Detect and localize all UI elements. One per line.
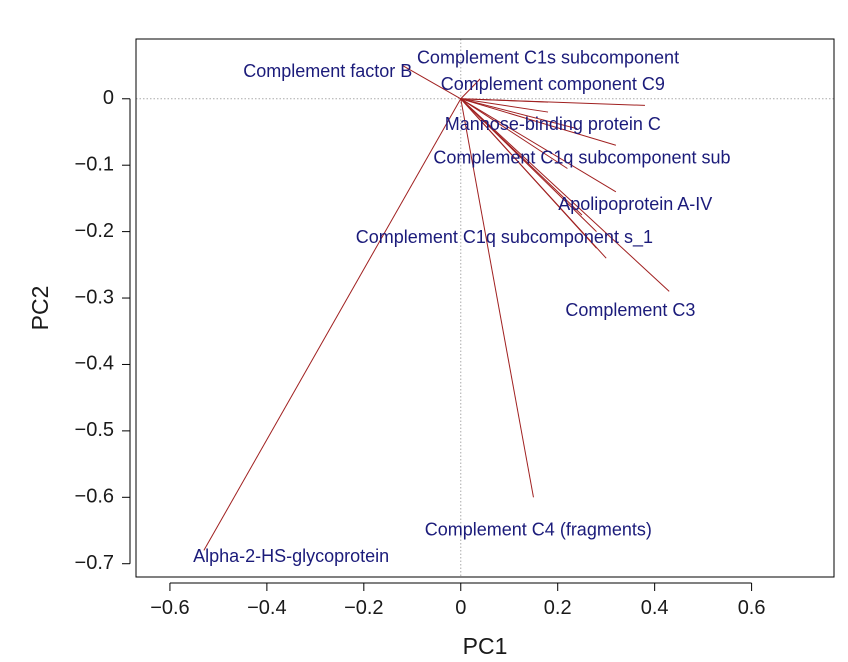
x-tick-label: −0.4 bbox=[247, 597, 286, 619]
x-tick-label: −0.6 bbox=[150, 597, 189, 619]
y-tick-label: −0.6 bbox=[75, 486, 114, 508]
y-tick-label: −0.5 bbox=[75, 419, 114, 441]
loading-vector-7 bbox=[460, 98, 670, 292]
loading-label-9: Alpha-2-HS-glycoprotein bbox=[193, 546, 389, 566]
x-tick-label: 0.2 bbox=[544, 597, 572, 619]
y-tick-label: −0.7 bbox=[75, 552, 114, 574]
x-tick-label: −0.2 bbox=[344, 597, 383, 619]
loading-label-7: Complement C3 bbox=[565, 300, 695, 320]
loading-label-3: Mannose-binding protein C bbox=[445, 114, 661, 134]
unlabeled-vector-2 bbox=[460, 98, 568, 169]
loading-label-8: Complement C4 (fragments) bbox=[425, 519, 652, 539]
y-axis-title: PC2 bbox=[27, 286, 53, 331]
loading-vector-0 bbox=[402, 65, 462, 100]
y-tick-label: −0.1 bbox=[75, 153, 114, 175]
loading-vector-5 bbox=[460, 98, 617, 193]
loading-vectors bbox=[203, 65, 670, 551]
loading-label-6: Complement C1q subcomponent s_1 bbox=[356, 227, 653, 248]
y-tick-label: −0.3 bbox=[75, 286, 114, 308]
y-tick-label: −0.4 bbox=[75, 353, 114, 375]
loading-label-4: Complement C1q subcomponent sub bbox=[433, 147, 730, 167]
unlabeled-vector-1 bbox=[460, 98, 578, 130]
x-axis-title: PC1 bbox=[463, 633, 508, 659]
y-tick-label: −0.2 bbox=[75, 220, 114, 242]
reference-lines bbox=[136, 39, 834, 577]
loading-label-1: Complement C1s subcomponent bbox=[417, 48, 679, 68]
unlabeled-vector-4 bbox=[460, 98, 597, 232]
axes: −0.6 −0.4 −0.2 0 0.2 0.4 0.6 0 −0.1 −0.2 −0.3 −0.4 −… bbox=[75, 87, 766, 619]
y-tick-label: 0 bbox=[103, 87, 114, 109]
loading-vector-8 bbox=[460, 98, 534, 498]
unlabeled-vector-0 bbox=[460, 98, 549, 103]
loading-label-5: Apolipoprotein A-IV bbox=[558, 194, 712, 214]
plot-frame bbox=[135, 38, 835, 578]
loading-vector-4 bbox=[460, 98, 617, 146]
x-tick-label: 0.4 bbox=[641, 597, 669, 619]
x-tick-label: 0 bbox=[455, 597, 466, 619]
unlabeled-vector-5 bbox=[460, 98, 597, 249]
loading-label-2: Complement component C9 bbox=[441, 74, 665, 94]
x-tick-label: 0.6 bbox=[738, 597, 766, 619]
loading-label-0: Complement factor B bbox=[243, 61, 412, 81]
loading-vector-3 bbox=[460, 98, 549, 113]
loading-vector-9 bbox=[203, 98, 462, 551]
loading-vector-1 bbox=[460, 78, 481, 100]
